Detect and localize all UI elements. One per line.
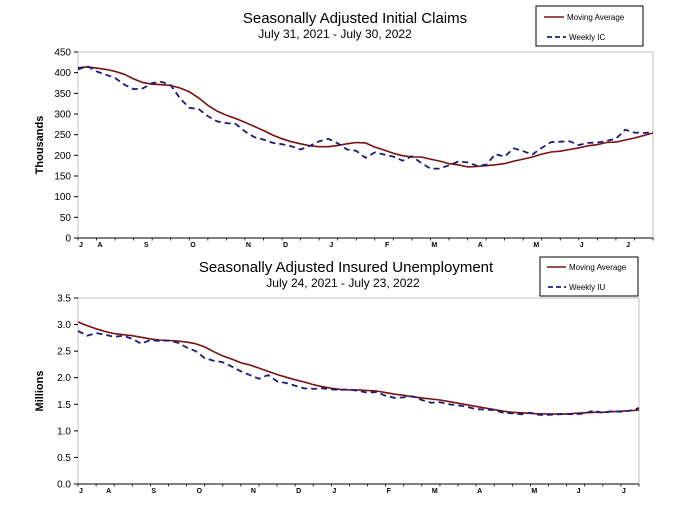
x-month-label: D [283, 242, 288, 249]
x-month-label: J [79, 242, 83, 249]
x-month-label: S [144, 242, 149, 249]
chart1-subtitle: July 31, 2021 - July 30, 2022 [258, 27, 412, 41]
x-month-label: F [387, 488, 392, 495]
y-tick-label: 1.0 [57, 426, 71, 437]
y-tick-label: 0.5 [57, 453, 71, 464]
y-tick-label: 0 [65, 234, 71, 245]
chart2-legend-label-moving-average: Moving Average [569, 263, 627, 272]
series-line-moving-average [77, 321, 640, 415]
y-tick-label: 350 [54, 89, 71, 100]
x-month-label: J [577, 488, 581, 495]
chart1-legend-label-moving-average: Moving Average [567, 13, 625, 22]
y-tick-label: 1.5 [57, 400, 71, 411]
series-line-moving-average [77, 66, 654, 168]
chart1-legend: Moving Average Weekly IC [535, 5, 644, 47]
x-month-label: J [329, 242, 333, 249]
chart2-subtitle: July 24, 2021 - July 23, 2022 [266, 276, 420, 290]
chart-initial-claims: Seasonally Adjusted Initial Claims July … [34, 5, 654, 249]
chart2-series [77, 321, 640, 416]
y-tick-label: 400 [54, 68, 71, 79]
series-line-weekly [77, 65, 654, 170]
chart-insured-unemployment: Seasonally Adjusted Insured Unemployment… [34, 256, 640, 495]
y-tick-label: 0.0 [57, 480, 71, 491]
y-tick-label: 200 [54, 151, 71, 162]
y-tick-label: 100 [54, 192, 71, 203]
chart2-plot-area [77, 297, 640, 485]
x-month-label: A [478, 242, 483, 249]
chart2-legend: Moving Average Weekly IU [539, 256, 639, 297]
x-month-label: M [432, 488, 438, 495]
x-month-label: M [431, 242, 437, 249]
chart1-legend-label-weekly: Weekly IC [569, 33, 606, 42]
series-line-weekly [77, 330, 640, 416]
x-month-label: O [197, 488, 203, 495]
x-month-label: F [385, 242, 390, 249]
y-tick-label: 2.0 [57, 373, 71, 384]
x-month-label: N [251, 488, 256, 495]
x-month-label: A [477, 488, 482, 495]
y-tick-label: 300 [54, 110, 71, 121]
y-tick-label: 250 [54, 130, 71, 141]
x-month-label: J [79, 488, 83, 495]
y-tick-label: 150 [54, 172, 71, 183]
x-month-label: J [622, 488, 626, 495]
x-month-label: D [296, 488, 301, 495]
chart1-y-axis-label: Thousands [34, 116, 46, 175]
chart2-y-ticks: 0.0 0.5 1.0 1.5 2.0 2.5 3.0 3.5 [57, 294, 78, 491]
x-month-label: O [190, 242, 196, 249]
x-month-label: M [531, 488, 537, 495]
x-month-label: A [98, 242, 103, 249]
x-month-label: J [626, 242, 630, 249]
chart1-series [77, 65, 654, 170]
x-month-label: N [246, 242, 251, 249]
x-month-label: J [580, 242, 584, 249]
x-month-label: M [533, 242, 539, 249]
chart2-legend-label-weekly: Weekly IU [569, 283, 606, 292]
chart1-title: Seasonally Adjusted Initial Claims [243, 10, 467, 27]
y-tick-label: 2.5 [57, 347, 71, 358]
chart2-legend-box [539, 256, 639, 297]
x-month-label: S [151, 488, 156, 495]
chart1-y-ticks: 0 50 100 150 200 250 300 350 400 450 [54, 48, 78, 245]
chart2-title: Seasonally Adjusted Insured Unemployment [199, 259, 494, 276]
y-tick-label: 450 [54, 48, 71, 59]
x-month-label: J [332, 488, 336, 495]
y-tick-label: 3.0 [57, 320, 71, 331]
chart1-legend-box [535, 5, 644, 47]
y-tick-label: 50 [60, 213, 72, 224]
x-month-label: A [106, 488, 111, 495]
chart1-plot-area [77, 51, 654, 239]
y-tick-label: 3.5 [57, 294, 71, 305]
chart2-y-axis-label: Millions [34, 371, 46, 412]
